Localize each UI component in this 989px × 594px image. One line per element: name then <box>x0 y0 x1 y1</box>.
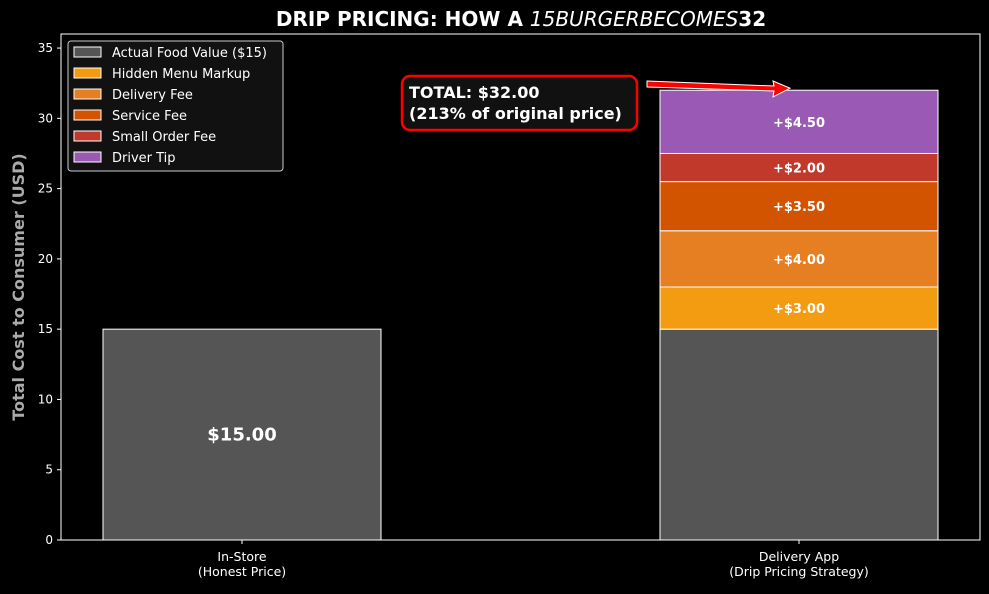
y-tick-label: 25 <box>38 182 53 196</box>
data-label: +$3.00 <box>773 302 825 317</box>
legend-swatch <box>73 109 102 121</box>
x-tick-label: Delivery App <box>759 549 839 564</box>
x-tick-label: (Honest Price) <box>198 564 286 579</box>
legend-swatch <box>73 88 102 100</box>
y-tick-label: 30 <box>38 111 53 125</box>
bar-segment <box>659 89 939 154</box>
y-tick-label: 20 <box>38 252 53 266</box>
bar-segment <box>102 328 382 541</box>
annotation-text: TOTAL: $32.00 <box>409 83 539 102</box>
y-tick-label: 5 <box>45 463 53 477</box>
data-label: $15.00 <box>207 425 276 446</box>
bar-segment <box>659 152 939 183</box>
title-part: DRIP PRICING: HOW A <box>276 7 530 31</box>
x-tick-label: In-Store <box>217 549 266 564</box>
legend-label: Hidden Menu Markup <box>112 67 250 82</box>
bar-segment <box>659 286 939 330</box>
y-tick-label: 10 <box>38 392 53 406</box>
data-label: +$2.00 <box>773 162 825 177</box>
bar-segment <box>659 181 939 232</box>
data-label: +$3.50 <box>773 200 825 215</box>
data-label: +$4.50 <box>773 116 825 131</box>
bar-segment <box>659 328 939 541</box>
x-tick-label: (Drip Pricing Strategy) <box>729 564 869 579</box>
y-tick-label: 15 <box>38 322 53 336</box>
title-part: 15BURGERBECOMES <box>530 7 739 31</box>
y-tick-label: 0 <box>45 533 53 547</box>
legend-swatch <box>73 151 102 163</box>
legend-swatch <box>73 67 102 79</box>
title-part: 32 <box>738 7 766 31</box>
chart-title: DRIP PRICING: HOW A 15BURGERBECOMES32 <box>276 7 766 31</box>
legend-label: Actual Food Value ($15) <box>112 46 267 61</box>
legend-label: Delivery Fee <box>112 88 193 103</box>
legend-label: Small Order Fee <box>112 130 216 145</box>
legend: Actual Food Value ($15) Hidden Menu Marku… <box>67 40 284 172</box>
legend-swatch <box>73 46 102 58</box>
y-axis-label: Total Cost to Consumer (USD) <box>9 153 28 420</box>
annotation-arrow <box>646 80 792 98</box>
data-label: +$4.00 <box>773 253 825 268</box>
legend-box <box>67 40 284 172</box>
legend-swatch <box>73 130 102 142</box>
bar-segment <box>659 230 939 288</box>
annotation-box <box>400 74 639 132</box>
y-tick-label: 35 <box>38 41 53 55</box>
legend-label: Service Fee <box>112 109 187 124</box>
legend-label: Driver Tip <box>112 151 176 166</box>
annotation-text: (213% of original price) <box>409 104 622 123</box>
